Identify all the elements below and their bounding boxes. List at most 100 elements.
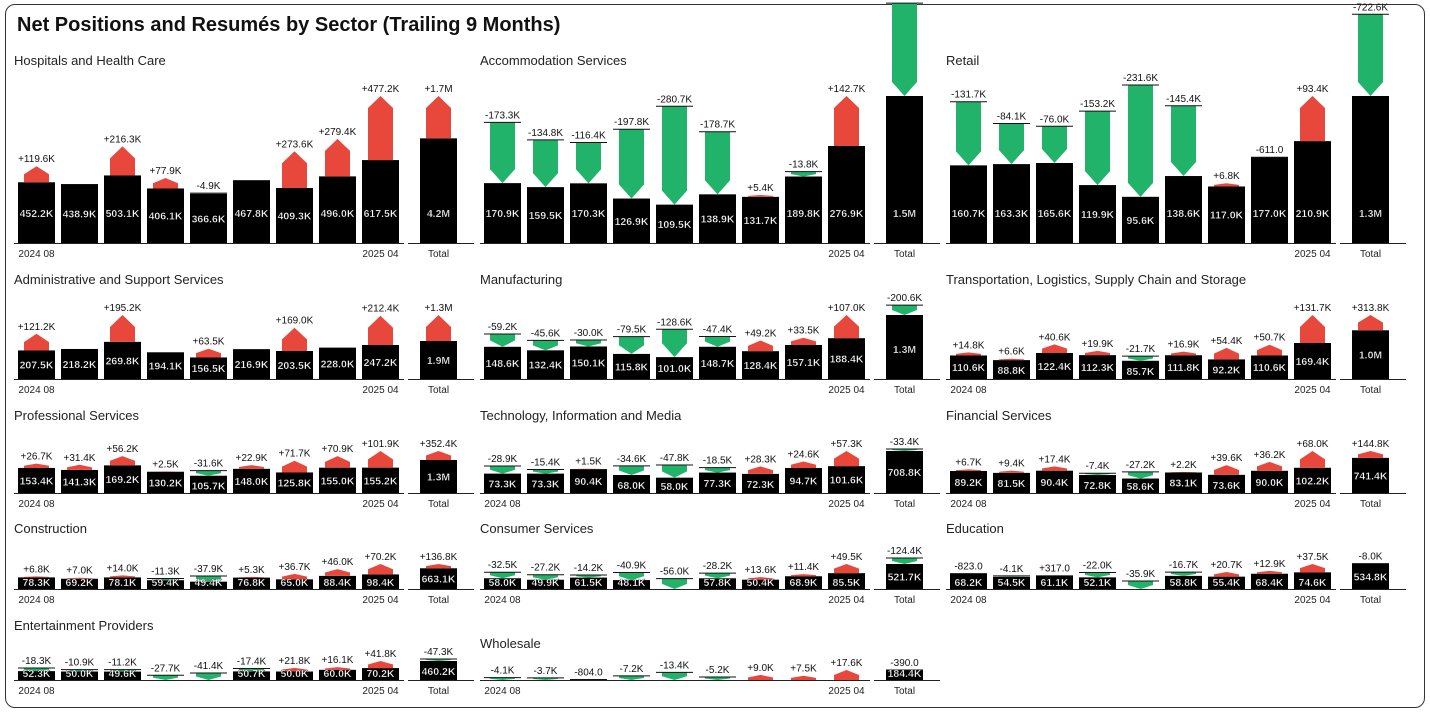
- delta-label: -37.9K: [194, 564, 224, 575]
- base-label: 125.8K: [278, 478, 312, 490]
- delta-label: +6.8K: [23, 564, 50, 575]
- base-label: 68.0K: [617, 480, 645, 492]
- increase-arrow: [1214, 183, 1239, 187]
- base-bar: [699, 578, 736, 589]
- tick-label: 2025 04: [362, 499, 399, 510]
- base-bar: [104, 465, 141, 493]
- base-label: 89.2K: [954, 477, 982, 489]
- base-label: 366.6K: [192, 213, 226, 225]
- delta-label: +24.6K: [788, 449, 820, 460]
- increase-arrow: [1257, 570, 1282, 574]
- decrease-arrow: [1358, 14, 1383, 96]
- delta-label: +11.4K: [788, 562, 820, 573]
- base-label: 109.5K: [658, 219, 692, 231]
- decrease-arrow: [490, 572, 515, 579]
- base-label: 247.2K: [364, 357, 398, 369]
- base-bar: [18, 350, 55, 379]
- base-bar: [190, 581, 227, 589]
- delta-label: -131.7K: [951, 90, 986, 101]
- delta-label: -79.5K: [617, 325, 647, 336]
- base-bar: [699, 346, 736, 379]
- delta-label: +21.8K: [279, 656, 311, 667]
- decrease-arrow: [662, 106, 687, 205]
- increase-arrow: [1257, 461, 1282, 471]
- decrease-arrow: [705, 131, 730, 195]
- base-bar: [886, 451, 923, 493]
- base-label: 52.3K: [22, 668, 50, 680]
- base-label: 73.3K: [488, 479, 516, 491]
- delta-label: -197.8K: [614, 117, 649, 128]
- delta-label: -16.7K: [1169, 560, 1199, 571]
- tick-label: 2025 04: [828, 385, 865, 396]
- increase-arrow: [748, 340, 773, 352]
- chart-7: Technology, Information and Media -28.9K 7…: [480, 408, 940, 510]
- chart-10: Consumer Services -32.5K 58.0K -27.2K 49.9K -…: [480, 521, 940, 606]
- base-label: 61.5K: [574, 577, 602, 589]
- base-bar: [319, 575, 356, 589]
- base-label: 126.9K: [615, 216, 649, 228]
- decrease-arrow: [533, 469, 558, 474]
- delta-label: -13.8K: [789, 160, 819, 171]
- base-bar: [1036, 470, 1073, 493]
- base-bar: [1251, 573, 1288, 589]
- tick-label: 2024 08: [950, 499, 987, 510]
- delta-label: -145.4K: [1166, 94, 1201, 105]
- decrease-arrow: [662, 329, 687, 358]
- decrease-arrow: [1128, 580, 1153, 589]
- decrease-arrow: [662, 465, 687, 478]
- increase-arrow: [426, 451, 451, 460]
- total-tick-label: Total: [428, 249, 449, 260]
- delta-label: -11.2K: [108, 658, 137, 669]
- base-label: 130.2K: [149, 477, 183, 489]
- delta-label: +2.2K: [1170, 460, 1197, 471]
- base-label: 68.2K: [954, 577, 982, 589]
- decrease-arrow: [705, 467, 730, 473]
- chart-title: Administrative and Support Services: [14, 272, 224, 287]
- base-label: 88.8K: [997, 365, 1025, 377]
- chart-6: Professional Services +26.7K 153.4K +31.4K 1…: [14, 408, 474, 510]
- base-label: 54.5K: [997, 577, 1025, 589]
- base-bar: [104, 175, 141, 243]
- increase-arrow: [67, 577, 92, 579]
- base-bar: [1208, 474, 1245, 493]
- delta-label: -27.7K: [151, 663, 181, 674]
- base-label: 138.6K: [1167, 208, 1201, 220]
- increase-arrow: [834, 670, 859, 680]
- base-bar: [1352, 330, 1389, 379]
- chart-8: Financial Services +6.7K 89.2K +9.4K 81.5K +1…: [946, 408, 1406, 510]
- base-bar: [1352, 96, 1389, 243]
- increase-arrow: [24, 333, 49, 351]
- base-bar: [276, 350, 313, 379]
- delta-label: +13.6K: [745, 565, 777, 576]
- base-bar: [1036, 163, 1073, 243]
- delta-label: +14.8K: [953, 340, 985, 351]
- base-label: 110.6K: [952, 362, 986, 374]
- increase-arrow: [834, 564, 859, 574]
- base-bar: [233, 180, 270, 243]
- decrease-arrow: [196, 470, 221, 476]
- base-label: 138.9K: [701, 214, 735, 226]
- base-label: 521.7K: [888, 572, 922, 584]
- increase-arrow: [1300, 564, 1325, 573]
- base-label: 128.4K: [744, 360, 778, 372]
- total-tick-label: Total: [1360, 385, 1381, 396]
- increase-arrow: [282, 460, 307, 473]
- base-bar: [828, 338, 865, 379]
- base-label: 159.5K: [529, 210, 563, 222]
- base-bar: [233, 671, 270, 680]
- delta-label: +477.2K: [362, 84, 400, 95]
- decrease-arrow: [1042, 126, 1067, 164]
- base-label: 131.7K: [744, 215, 778, 227]
- delta-label: +36.2K: [1254, 450, 1286, 461]
- delta-label: -722.6K: [1353, 2, 1388, 13]
- increase-arrow: [748, 674, 773, 680]
- base-label: 85.7K: [1126, 366, 1154, 378]
- delta-label: -7.2K: [620, 664, 644, 675]
- decrease-arrow: [892, 3, 917, 97]
- tick-label: 2024 08: [950, 385, 987, 396]
- base-bar: [656, 357, 693, 379]
- increase-arrow: [999, 358, 1024, 361]
- base-label: 57.8K: [703, 577, 731, 589]
- increase-arrow: [67, 464, 92, 470]
